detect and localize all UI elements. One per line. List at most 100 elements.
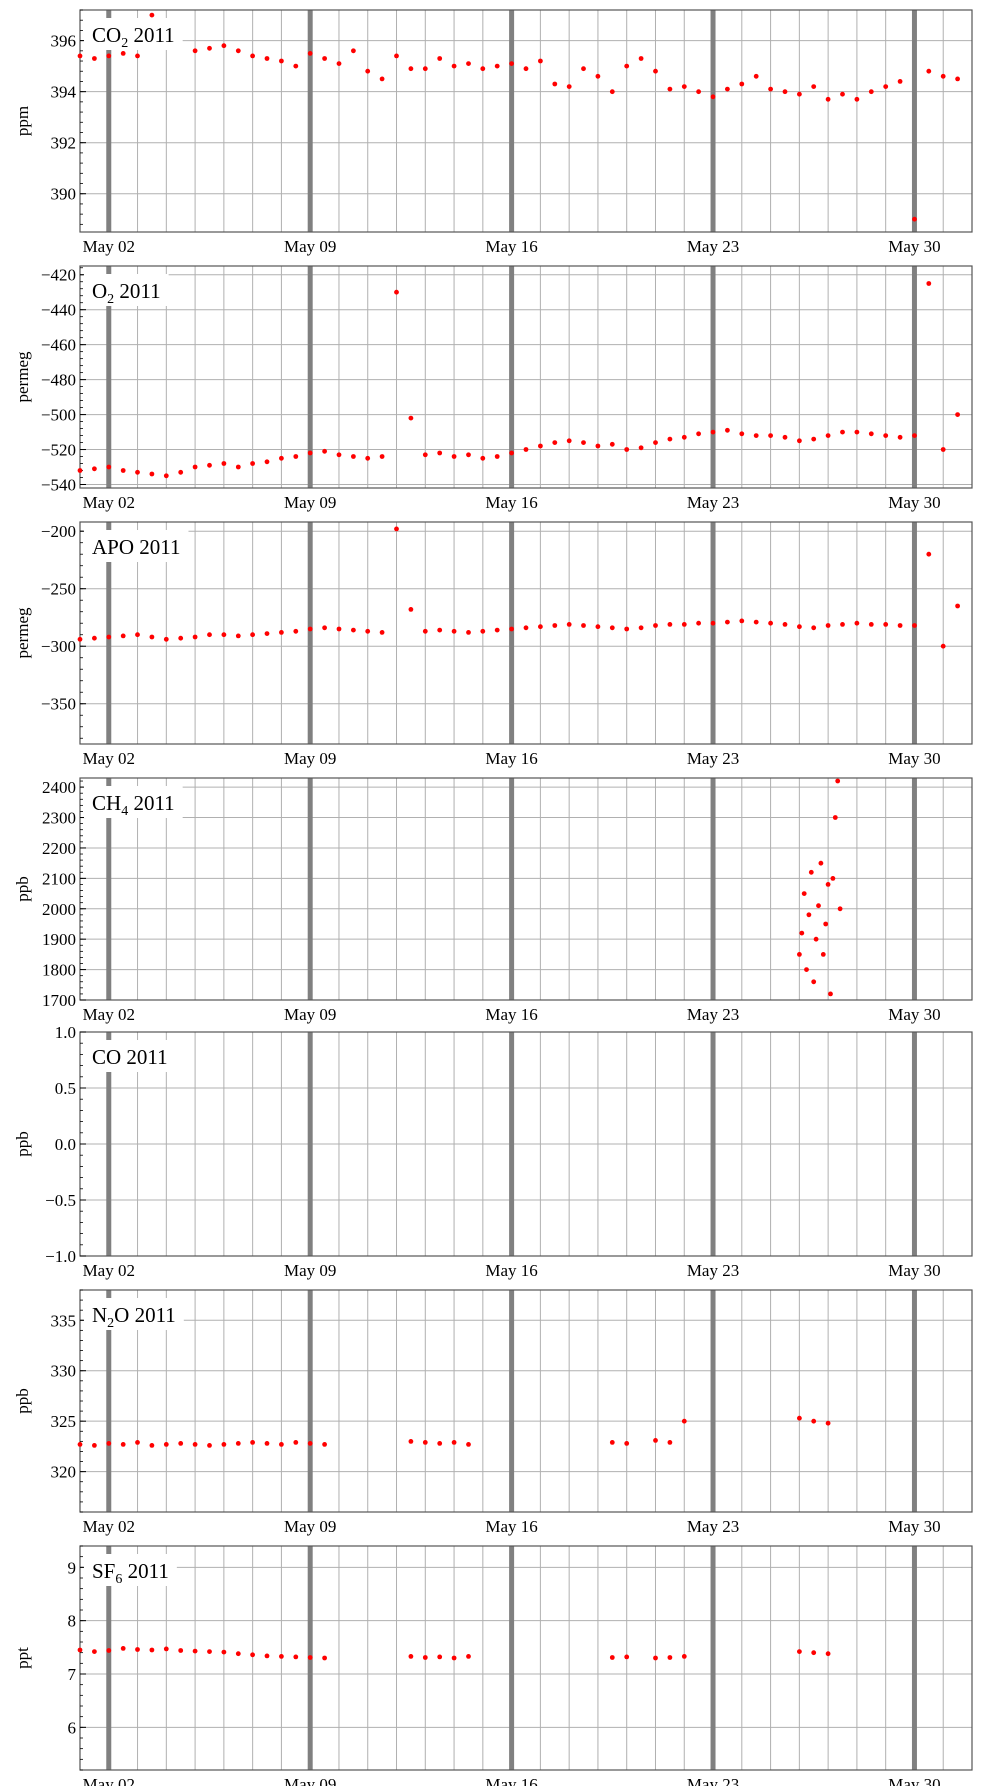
data-point [221, 632, 227, 638]
data-point [926, 551, 932, 557]
panel-title-main: CO [92, 23, 121, 47]
x-tick-label: May 09 [284, 749, 336, 768]
data-point [509, 450, 514, 456]
data-point [322, 1655, 327, 1661]
data-point [509, 626, 514, 632]
data-point [609, 89, 615, 95]
panel-title-rest: 2011 [128, 23, 174, 47]
y-axis-label: permeg [13, 351, 32, 402]
data-point [753, 73, 759, 79]
data-point [466, 61, 471, 66]
x-tick-label: May 30 [888, 1261, 940, 1280]
panel-title-main: O [92, 279, 107, 303]
data-point [437, 1654, 443, 1660]
data-point [830, 876, 836, 881]
panel-title-subscript: 2 [107, 1316, 114, 1331]
x-tick-label: May 02 [83, 749, 135, 768]
series-points [77, 1646, 831, 1661]
panel-5: −1.0 −0.5 0.0 0.5 1.0 May 02 May 09 May 16 May 2… [13, 1023, 973, 1280]
data-point [739, 431, 745, 437]
data-point [797, 1415, 802, 1421]
panel-title-subscript: 4 [121, 804, 128, 819]
y-tick-label: −350 [41, 695, 76, 714]
data-point [825, 882, 831, 887]
data-point [681, 1654, 687, 1659]
x-tick-label: May 23 [687, 1775, 739, 1786]
data-point [149, 1443, 155, 1448]
data-point [868, 622, 874, 627]
plot-frame [79, 777, 973, 1001]
y-tick-label: 2200 [42, 839, 76, 858]
data-point [811, 84, 817, 89]
plot-frame [79, 9, 973, 233]
data-point [825, 1420, 831, 1426]
panel-3: −350 −300 −250 −200 May 02 May 09 May 16 May 23… [13, 521, 973, 768]
data-point [494, 63, 500, 69]
panel-title-rest: 2011 [128, 791, 174, 815]
data-point [235, 633, 241, 639]
panel-title: SF6 2011 [92, 1559, 169, 1587]
data-point [883, 84, 889, 89]
data-point [422, 1440, 428, 1445]
x-tick-label: May 16 [485, 749, 537, 768]
data-point [811, 979, 817, 985]
data-point [823, 921, 829, 927]
data-point [365, 68, 371, 74]
data-point [106, 53, 112, 59]
data-point [322, 625, 327, 631]
panel-6: 320 325 330 335 May 02 May 09 May 16 May 23 May … [13, 1289, 973, 1536]
plot-frame [79, 1289, 973, 1513]
data-point [451, 628, 457, 634]
data-point [801, 891, 807, 896]
title-background [84, 1040, 176, 1072]
data-point [480, 455, 486, 461]
data-point [653, 623, 658, 628]
x-tick-label: May 30 [888, 493, 940, 512]
y-axis-label: permeg [13, 607, 32, 658]
data-point [667, 622, 673, 627]
data-point [811, 436, 817, 442]
x-tick-label: May 02 [83, 1261, 135, 1280]
data-point [480, 66, 486, 72]
data-point [811, 1418, 817, 1424]
plot-frame [79, 521, 973, 745]
data-point [825, 623, 831, 628]
data-point [653, 68, 658, 74]
data-point [768, 86, 773, 92]
data-point [854, 96, 860, 102]
x-tick-label: May 16 [485, 1517, 537, 1536]
x-tick-label: May 30 [888, 749, 940, 768]
data-point [653, 1438, 658, 1443]
data-point [92, 56, 97, 61]
data-point [264, 1441, 270, 1446]
data-point [523, 625, 529, 631]
data-point [293, 454, 299, 459]
data-point [307, 450, 313, 456]
data-point [322, 1442, 327, 1447]
data-point [250, 1440, 256, 1445]
data-point [437, 450, 443, 456]
data-point [221, 1649, 227, 1655]
data-point [816, 903, 821, 909]
data-point [782, 89, 788, 95]
title-background [84, 1298, 184, 1330]
data-point [466, 452, 471, 458]
data-point [538, 624, 543, 630]
data-point [235, 1441, 241, 1446]
data-point [408, 1654, 414, 1659]
data-point [595, 73, 601, 79]
data-point [135, 632, 140, 638]
series-points [77, 12, 960, 222]
data-point [120, 51, 126, 56]
data-point [149, 1647, 155, 1653]
panel-title-subscript: 2 [107, 292, 114, 307]
panel-title-rest: 2011 [114, 279, 160, 303]
data-point [696, 431, 701, 437]
data-point [163, 1646, 169, 1652]
x-tick-label: May 30 [888, 1517, 940, 1536]
series-points [77, 526, 960, 649]
data-point [681, 434, 687, 440]
data-point [581, 440, 586, 445]
data-point [624, 1654, 630, 1660]
